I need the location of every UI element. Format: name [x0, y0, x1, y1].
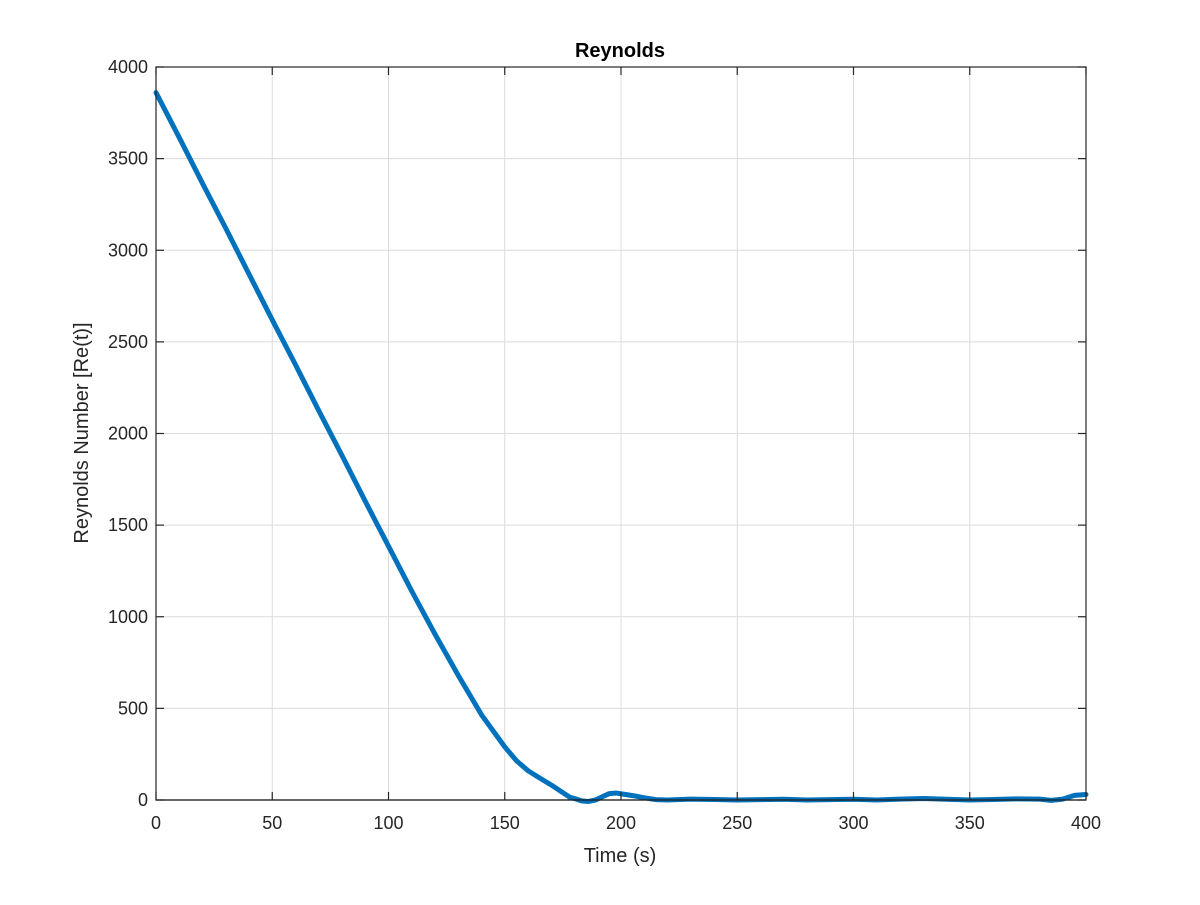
chart-title: Reynolds [575, 40, 665, 62]
plot-area [153, 90, 1089, 804]
y-tick-label: 1500 [108, 515, 148, 535]
x-tick-label: 150 [490, 813, 520, 833]
x-tick-label: 50 [262, 813, 282, 833]
y-tick-label: 500 [118, 698, 148, 718]
y-tick-label: 0 [138, 790, 148, 810]
x-tick-label: 300 [838, 813, 868, 833]
y-tick-label: 2500 [108, 332, 148, 352]
x-tick-label: 0 [151, 813, 161, 833]
x-tick-label: 100 [373, 813, 403, 833]
x-tick-label: 250 [722, 813, 752, 833]
x-axis-label: Time (s) [584, 845, 657, 867]
x-tick-label: 400 [1071, 813, 1101, 833]
x-tick-label: 350 [955, 813, 985, 833]
y-tick-label: 3000 [108, 240, 148, 260]
y-tick-label: 4000 [108, 57, 148, 77]
axes [155, 66, 1087, 801]
y-tick-label: 2000 [108, 424, 148, 444]
grid [155, 66, 1087, 801]
series-line-0 [153, 90, 1089, 804]
x-tick-label: 200 [606, 813, 636, 833]
y-tick-label: 3500 [108, 149, 148, 169]
y-axis-label: Reynolds Number [Re(t)] [71, 322, 93, 543]
tick-labels: 0 50 100 150 200 250 300 350 4000500100015002000… [108, 57, 1101, 833]
y-tick-label: 1000 [108, 607, 148, 627]
